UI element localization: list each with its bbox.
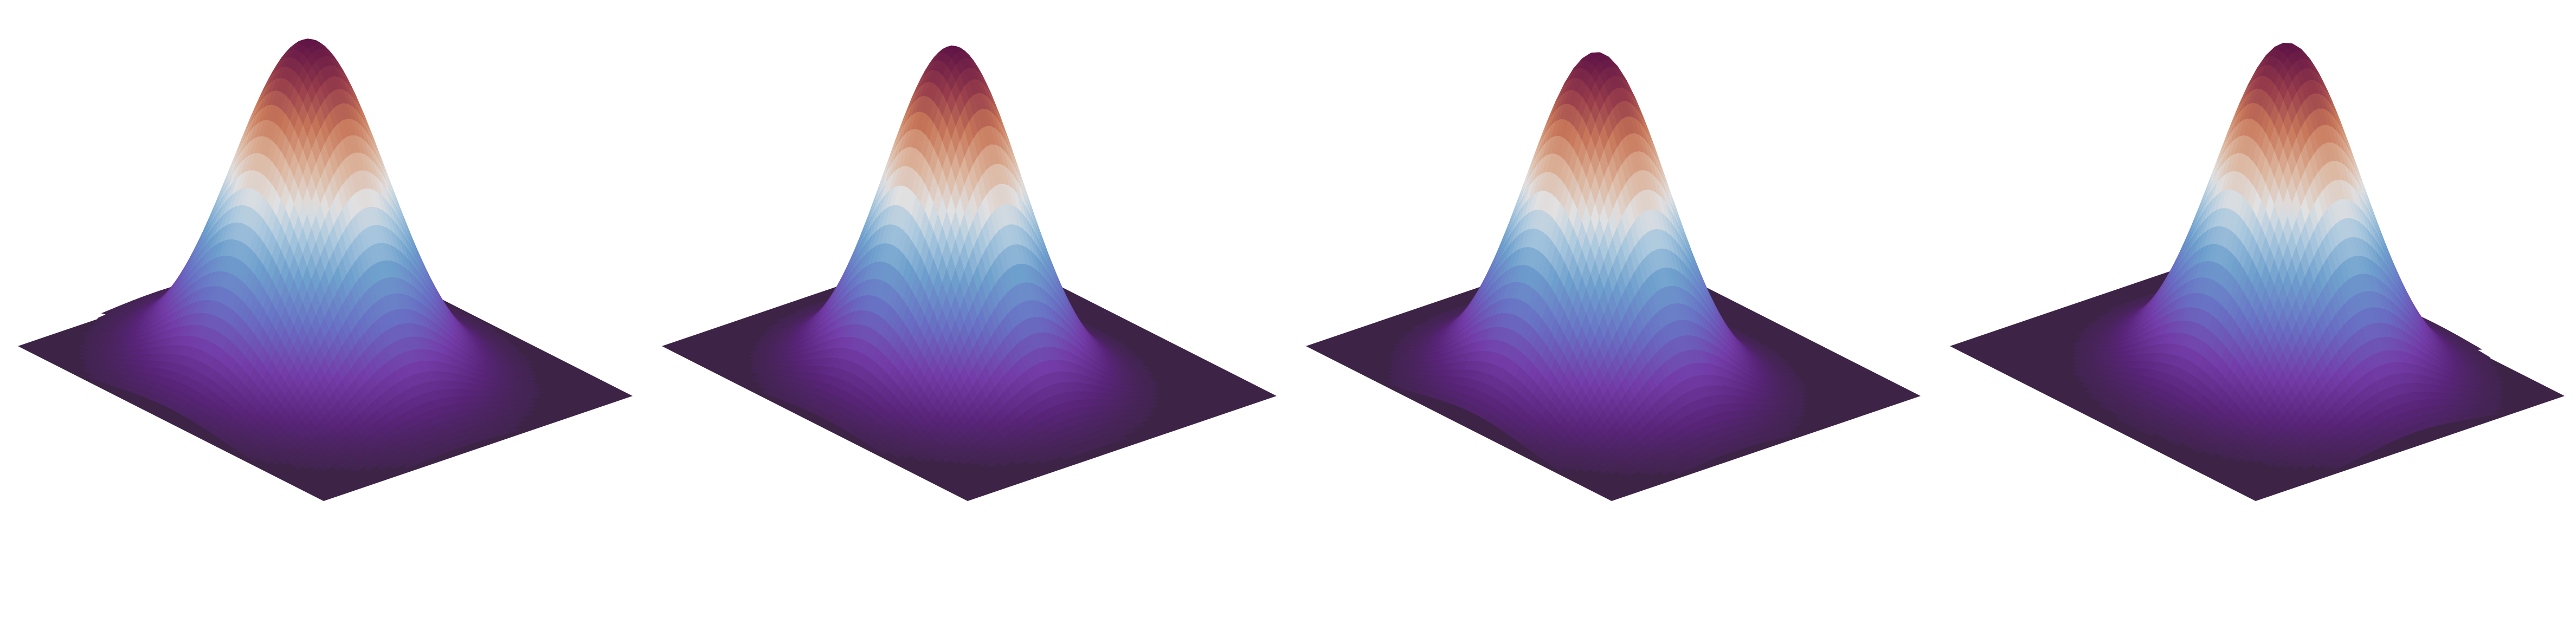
surface-mesh-1 xyxy=(79,38,541,472)
surface-panel-2 xyxy=(662,46,1277,501)
panels-layer xyxy=(18,38,2565,501)
surface-panel-1 xyxy=(18,38,633,501)
surface-mesh-2 xyxy=(749,46,1159,467)
